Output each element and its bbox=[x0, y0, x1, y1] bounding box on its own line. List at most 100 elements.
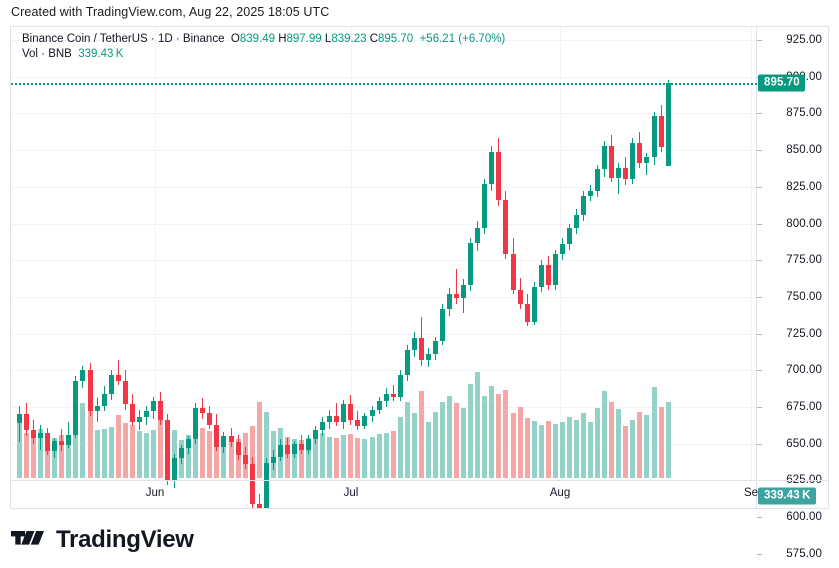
candle-body bbox=[59, 440, 65, 446]
candle-wick bbox=[19, 405, 20, 443]
volume-bar bbox=[214, 432, 220, 478]
candle-body bbox=[80, 370, 86, 381]
candle-body bbox=[447, 293, 453, 309]
volume-bar bbox=[531, 421, 537, 478]
volume-bar bbox=[59, 435, 65, 478]
volume-bar bbox=[31, 437, 37, 478]
candle-body bbox=[630, 142, 636, 180]
candle-body bbox=[559, 244, 565, 255]
volume-bar bbox=[263, 412, 269, 478]
chart-plot-area[interactable] bbox=[11, 27, 757, 508]
price-tick-dash bbox=[757, 186, 762, 188]
legend-high-key: H bbox=[278, 33, 287, 45]
volume-bar bbox=[425, 422, 431, 478]
price-axis[interactable]: 925.00900.00875.00850.00825.00800.00775.… bbox=[756, 27, 828, 560]
tradingview-wordmark: TradingView bbox=[56, 526, 194, 553]
price-tick-dash bbox=[757, 333, 762, 335]
candle-body bbox=[172, 458, 178, 481]
candle-body bbox=[595, 169, 601, 192]
volume-bar bbox=[595, 408, 601, 478]
price-tick-dash bbox=[757, 443, 762, 445]
volume-bar bbox=[390, 431, 396, 478]
candle-body bbox=[538, 264, 544, 287]
legend-sep-2: · bbox=[172, 33, 183, 45]
time-axis[interactable]: Jun Jul Aug Se bbox=[11, 480, 828, 508]
volume-bar bbox=[193, 426, 199, 478]
candle-body bbox=[313, 430, 319, 440]
candle-body bbox=[545, 264, 551, 286]
vertical-grid-line bbox=[351, 27, 352, 480]
candle-body bbox=[242, 455, 248, 465]
volume-bar bbox=[150, 430, 156, 478]
legend-open-value: 839.49 bbox=[239, 33, 275, 45]
volume-bar bbox=[658, 406, 664, 478]
candle-body bbox=[52, 440, 58, 452]
candle-body bbox=[461, 285, 467, 299]
volume-bar bbox=[327, 436, 333, 478]
volume-bar bbox=[383, 432, 389, 478]
volume-bar bbox=[256, 401, 262, 478]
candle-body bbox=[17, 414, 22, 424]
candle-body bbox=[362, 415, 368, 427]
candle-body bbox=[214, 424, 220, 447]
price-tick-dash bbox=[757, 370, 762, 372]
legend-close-value: 895.70 bbox=[378, 33, 414, 45]
candle-body bbox=[291, 443, 297, 454]
volume-bar bbox=[440, 401, 445, 478]
price-tick-label: 700.00 bbox=[786, 364, 822, 377]
time-tick-label: Jun bbox=[145, 487, 165, 499]
price-tick-dash bbox=[757, 260, 762, 262]
legend-symbol[interactable]: Binance Coin / TetherUS bbox=[22, 33, 148, 45]
grid-line bbox=[11, 40, 757, 41]
candle-body bbox=[383, 393, 389, 402]
volume-bar bbox=[581, 413, 586, 478]
candle-body bbox=[249, 464, 255, 504]
volume-bar bbox=[341, 435, 347, 478]
volume-bar bbox=[186, 435, 192, 478]
volume-bar bbox=[630, 419, 636, 478]
volume-bar bbox=[101, 428, 107, 478]
legend-exchange: Binance bbox=[182, 33, 225, 45]
candle-body bbox=[129, 404, 135, 422]
volume-bar bbox=[45, 443, 51, 478]
volume-bar bbox=[538, 424, 544, 478]
candle-body bbox=[179, 448, 185, 459]
candle-body bbox=[411, 338, 417, 350]
candle-body bbox=[376, 401, 382, 410]
candlestick-series bbox=[11, 27, 757, 508]
volume-bar bbox=[306, 437, 312, 478]
candle-body bbox=[327, 415, 333, 422]
candle-body bbox=[306, 439, 312, 450]
price-tick-label: 800.00 bbox=[786, 217, 822, 230]
legend-interval[interactable]: 1D bbox=[157, 33, 173, 45]
volume-bar bbox=[552, 423, 558, 478]
volume-bar bbox=[616, 409, 622, 478]
grid-line bbox=[11, 76, 757, 78]
candle-body bbox=[369, 409, 375, 416]
candle-body bbox=[425, 354, 431, 360]
volume-bar bbox=[66, 438, 72, 478]
candle-body bbox=[158, 401, 163, 421]
candle-body bbox=[186, 439, 192, 449]
legend-volume-label[interactable]: Vol · BNB bbox=[22, 48, 72, 60]
price-tick-label: 650.00 bbox=[786, 437, 822, 450]
candle-body bbox=[524, 304, 530, 322]
chart-frame: Binance Coin / TetherUS · 1D · Binance O… bbox=[10, 26, 829, 560]
price-tick-dash bbox=[757, 150, 762, 152]
candle-wick bbox=[646, 153, 648, 176]
volume-bar bbox=[559, 422, 565, 478]
last-price-badge: 895.70 bbox=[758, 74, 805, 92]
volume-bar bbox=[447, 396, 453, 478]
volume-bar bbox=[503, 390, 509, 478]
volume-bar bbox=[573, 419, 579, 478]
candle-body bbox=[299, 443, 304, 450]
volume-bar bbox=[80, 402, 86, 478]
volume-bar bbox=[334, 437, 340, 478]
candle-body bbox=[263, 462, 269, 508]
volume-bar bbox=[524, 418, 530, 478]
candle-body bbox=[418, 338, 424, 361]
legend-high-value: 897.99 bbox=[286, 33, 322, 45]
candle-body bbox=[609, 145, 615, 178]
volume-bar bbox=[665, 401, 671, 478]
volume-bar bbox=[207, 430, 213, 478]
